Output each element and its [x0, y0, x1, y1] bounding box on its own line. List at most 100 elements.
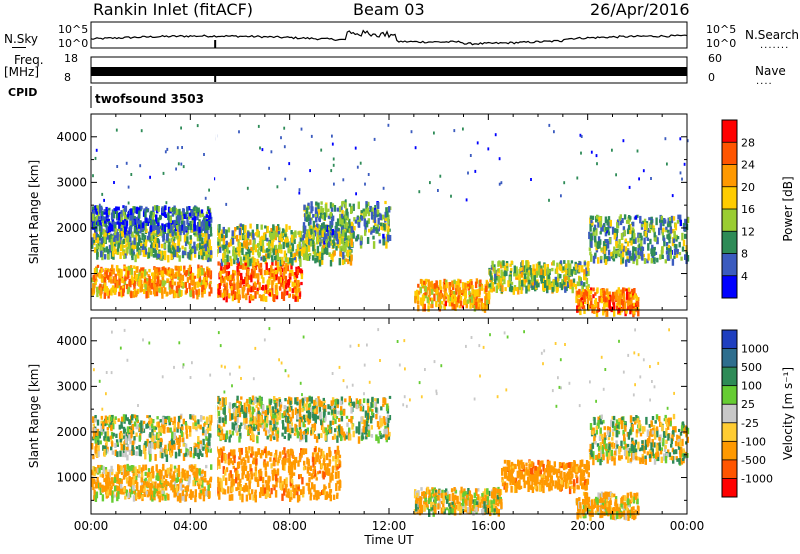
data-cell	[107, 482, 110, 490]
data-cell	[167, 206, 171, 214]
data-cell	[299, 259, 302, 267]
data-cell	[283, 463, 286, 471]
data-cell	[310, 228, 313, 235]
data-cell	[116, 165, 119, 168]
data-cell	[592, 294, 595, 299]
data-cell	[335, 233, 339, 241]
data-cell	[341, 219, 344, 226]
data-cell	[441, 300, 444, 305]
data-cell	[104, 220, 107, 224]
data-cell	[574, 261, 577, 267]
data-cell	[108, 424, 111, 429]
data-cell	[101, 251, 105, 256]
data-cell	[96, 247, 99, 256]
data-cell	[123, 221, 126, 227]
data-cell	[371, 207, 374, 216]
data-cell	[363, 211, 366, 219]
data-cell	[138, 249, 141, 256]
data-cell	[332, 494, 336, 500]
data-cell	[327, 468, 331, 476]
data-cell	[191, 218, 195, 224]
data-cell	[238, 456, 241, 460]
data-cell	[142, 420, 146, 424]
data-cell	[634, 215, 638, 220]
data-cell	[322, 241, 325, 249]
data-cell	[462, 288, 465, 295]
data-cell	[290, 262, 293, 270]
data-cell	[140, 425, 143, 434]
data-cell	[555, 266, 559, 274]
data-cell	[475, 301, 478, 309]
data-cell	[303, 460, 306, 466]
data-cell	[250, 247, 253, 252]
data-cell	[282, 241, 285, 250]
data-cell	[304, 448, 308, 455]
data-cell	[528, 279, 531, 285]
data-cell	[337, 227, 340, 231]
data-cell	[460, 289, 464, 294]
data-cell	[233, 258, 236, 265]
data-cell	[426, 297, 429, 304]
data-cell	[93, 241, 96, 246]
data-cell	[346, 240, 350, 247]
data-cell	[106, 420, 109, 424]
data-cell	[262, 232, 266, 240]
data-cell	[185, 491, 188, 497]
data-cell	[260, 224, 263, 230]
data-cell	[605, 297, 608, 303]
data-cell	[138, 427, 141, 432]
data-cell	[313, 448, 317, 453]
data-cell	[165, 201, 168, 205]
data-cell	[103, 449, 106, 457]
data-cell	[637, 235, 640, 243]
data-cell	[192, 290, 195, 299]
data-cell	[162, 233, 165, 238]
data-cell	[350, 207, 353, 214]
data-cell	[128, 477, 132, 483]
data-cell	[307, 221, 311, 226]
data-cell	[334, 471, 338, 479]
data-cell	[377, 202, 380, 209]
data-cell	[197, 441, 200, 445]
data-cell	[168, 273, 172, 277]
data-cell	[246, 288, 250, 296]
data-cell	[603, 246, 606, 254]
data-cell	[617, 249, 620, 257]
data-cell	[293, 286, 296, 293]
data-cell	[486, 305, 489, 310]
data-cell	[144, 248, 148, 255]
data-cell	[490, 265, 494, 270]
data-cell	[501, 271, 505, 277]
data-cell	[130, 291, 133, 299]
data-cell	[248, 446, 251, 452]
data-cell	[419, 297, 423, 305]
data-cell	[270, 228, 273, 232]
data-cell	[229, 280, 232, 286]
data-cell	[195, 289, 198, 295]
data-cell	[134, 254, 137, 263]
data-cell	[329, 225, 332, 231]
data-cell	[198, 242, 202, 250]
data-cell	[246, 451, 249, 459]
data-cell	[100, 429, 103, 436]
data-cell	[123, 487, 126, 492]
data-cell	[94, 230, 97, 238]
data-cell	[200, 209, 204, 214]
data-cell	[499, 277, 503, 284]
data-cell	[198, 468, 201, 476]
data-cell	[388, 235, 392, 241]
data-cell	[318, 256, 321, 263]
data-cell	[135, 206, 139, 214]
data-cell	[540, 268, 543, 276]
data-cell	[199, 279, 203, 286]
data-cell	[185, 287, 188, 294]
data-cell	[91, 237, 94, 245]
data-cell	[318, 470, 322, 474]
data-cell	[502, 276, 505, 280]
data-cell	[242, 457, 245, 462]
data-cell	[299, 474, 302, 479]
freq-tick-top: 18	[64, 52, 78, 65]
data-cell	[169, 427, 172, 433]
data-cell	[134, 207, 137, 214]
data-cell	[467, 283, 470, 287]
